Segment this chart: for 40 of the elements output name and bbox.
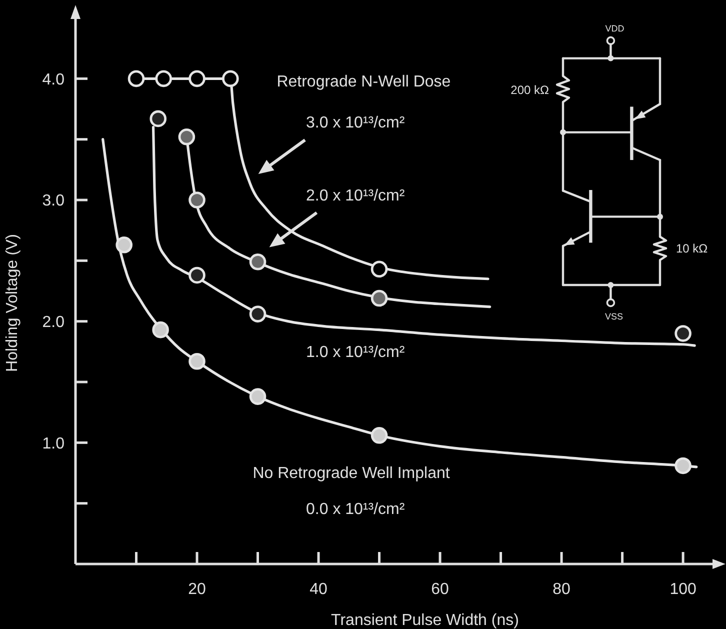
point [674,457,692,474]
point [188,352,206,370]
y-tick-label: 1.0 [42,435,65,452]
annotation: VDD [605,24,625,34]
point [152,321,169,338]
point [116,236,133,254]
point [150,110,167,128]
annotation: 200 kΩ [510,83,550,97]
x-tick-label: 80 [552,581,571,598]
point [370,260,388,278]
y-tick-label: 4.0 [42,71,65,88]
x-tick-label: 100 [670,581,696,598]
annotation: No Retrograde Well Implant [252,465,450,482]
annotation: 10 kΩ [676,242,708,256]
point [188,70,206,88]
annotation: VSS [604,312,624,322]
x-axis-title: Transient Pulse Width (ns) [331,612,519,629]
annotation: 0.0 x 10¹³/cm² [306,501,406,518]
point [128,70,145,88]
x-tick-label: 60 [431,581,450,598]
point [188,266,206,284]
y-tick-label: 2.0 [42,314,65,332]
point [674,325,692,342]
point [370,290,388,307]
annotation: Retrograde N-Well Dose [276,74,451,90]
annotation: 1.0 x 10¹³/cm² [306,344,406,361]
point [249,388,266,405]
annotation: 3.0 x 10¹³/cm² [306,114,406,132]
point [249,253,266,270]
point [222,70,239,88]
y-axis-title: Holding Voltage (V) [4,234,21,372]
x-tick-label: 20 [188,581,206,598]
point [155,70,172,88]
annotation: 2.0 x 10¹³/cm² [306,188,406,204]
point [188,192,206,208]
y-tick-label: 3.0 [42,192,65,210]
point [249,306,266,322]
x-tick-label: 40 [310,581,328,598]
point [178,128,196,146]
point [370,426,388,444]
